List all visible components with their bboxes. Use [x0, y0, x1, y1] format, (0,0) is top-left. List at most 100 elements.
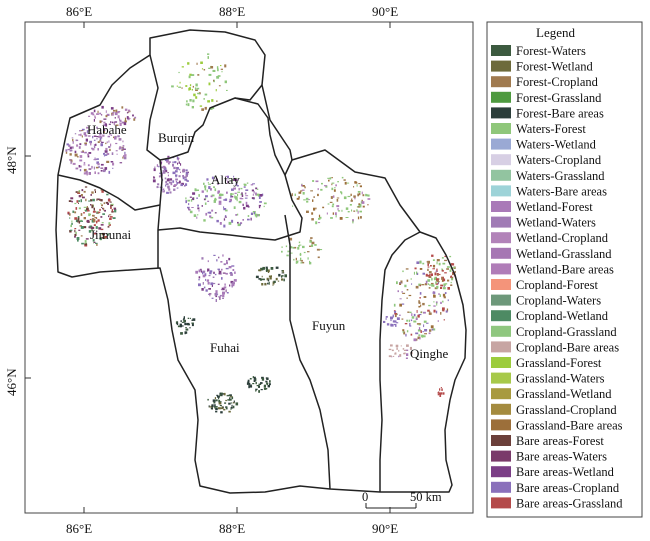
- change-pixel: [213, 200, 216, 203]
- change-pixel: [404, 284, 407, 288]
- change-pixel: [121, 149, 123, 151]
- change-pixel: [162, 191, 165, 193]
- change-pixel: [169, 191, 172, 194]
- change-pixel: [223, 286, 227, 289]
- change-pixel: [108, 170, 111, 174]
- change-pixel: [111, 209, 113, 212]
- change-pixel: [168, 161, 171, 163]
- change-pixel: [434, 272, 437, 276]
- change-pixel: [208, 293, 210, 295]
- change-pixel: [403, 352, 405, 355]
- change-pixel: [391, 324, 394, 327]
- change-pixel: [78, 200, 80, 202]
- change-pixel: [353, 186, 355, 188]
- change-pixel: [111, 152, 114, 155]
- change-pixel: [65, 149, 68, 152]
- scale-bar: 0 50 km: [362, 490, 442, 509]
- change-pixel: [191, 88, 193, 91]
- change-pixel: [268, 281, 270, 285]
- change-pixel: [418, 300, 420, 304]
- scale-start-label: 0: [362, 490, 368, 504]
- change-pixel: [99, 112, 102, 115]
- change-pixel: [192, 318, 196, 321]
- change-pixel: [197, 92, 200, 95]
- tick-top-90e: 90°E: [372, 4, 398, 19]
- legend-label: Grassland-Wetland: [516, 387, 612, 401]
- change-pixel: [399, 303, 402, 307]
- change-pixel: [258, 385, 260, 388]
- change-pixel: [438, 293, 440, 295]
- change-pixel: [67, 213, 70, 215]
- change-pixel: [100, 216, 103, 218]
- legend-swatch: [491, 201, 511, 212]
- change-pixel: [70, 160, 72, 164]
- change-pixel: [103, 128, 106, 131]
- change-pixel: [332, 195, 335, 198]
- change-pixel: [330, 217, 333, 219]
- legend-swatch: [491, 107, 511, 119]
- change-pixel: [303, 199, 306, 201]
- change-pixel: [93, 135, 97, 137]
- change-pixel: [418, 323, 422, 325]
- legend-label: Wetland-Waters: [516, 216, 596, 230]
- change-pixel: [407, 311, 410, 313]
- change-pixel: [111, 113, 114, 116]
- change-pixel: [431, 254, 434, 257]
- change-pixel: [231, 219, 234, 223]
- change-pixel: [357, 206, 361, 208]
- change-pixel: [265, 270, 268, 272]
- change-pixel: [447, 287, 450, 290]
- change-pixel: [240, 193, 243, 196]
- change-pixel: [240, 187, 243, 190]
- change-pixel: [101, 190, 104, 193]
- change-pixel: [436, 274, 439, 276]
- change-pixel: [388, 348, 392, 351]
- change-pixel: [309, 240, 312, 243]
- change-pixel: [285, 245, 288, 248]
- change-pixel: [199, 268, 202, 271]
- change-pixel: [201, 257, 204, 260]
- change-pixel: [86, 209, 90, 212]
- change-pixel: [153, 168, 156, 172]
- change-pixel: [180, 163, 182, 166]
- change-pixel: [367, 198, 371, 200]
- change-pixel: [183, 185, 186, 187]
- change-pixel: [318, 217, 321, 220]
- change-pixel: [204, 106, 207, 110]
- change-pixel: [210, 66, 214, 69]
- change-pixel: [299, 244, 302, 246]
- change-pixel: [81, 196, 85, 199]
- change-pixel: [229, 394, 232, 397]
- change-pixel: [93, 166, 95, 170]
- change-pixel: [307, 257, 309, 260]
- change-pixel: [88, 230, 92, 233]
- change-pixel: [225, 179, 228, 181]
- change-pixel: [218, 296, 220, 298]
- change-pixel: [256, 275, 259, 279]
- change-pixel: [98, 227, 102, 230]
- change-pixel: [185, 328, 189, 331]
- change-pixel: [207, 398, 209, 401]
- change-pixel: [70, 150, 73, 152]
- change-pixels: [65, 53, 456, 414]
- change-pixel: [126, 112, 129, 114]
- change-pixel: [198, 278, 200, 281]
- change-pixel: [287, 250, 291, 252]
- change-pixel: [218, 85, 221, 87]
- change-pixel: [358, 183, 361, 185]
- change-pixel: [108, 146, 111, 148]
- boundary-fuhai-fuyun: [284, 214, 331, 490]
- change-pixel: [188, 207, 190, 211]
- change-pixel: [117, 115, 120, 119]
- change-pixel: [100, 189, 103, 191]
- change-pixel: [443, 278, 446, 282]
- change-pixel: [107, 199, 111, 202]
- change-pixel: [165, 183, 169, 185]
- change-pixel: [196, 62, 198, 65]
- change-pixel: [167, 185, 170, 189]
- change-pixel: [237, 221, 239, 224]
- legend-title: Legend: [536, 25, 575, 40]
- change-pixel: [217, 190, 220, 193]
- change-pixel: [94, 189, 96, 191]
- change-pixel: [214, 293, 218, 296]
